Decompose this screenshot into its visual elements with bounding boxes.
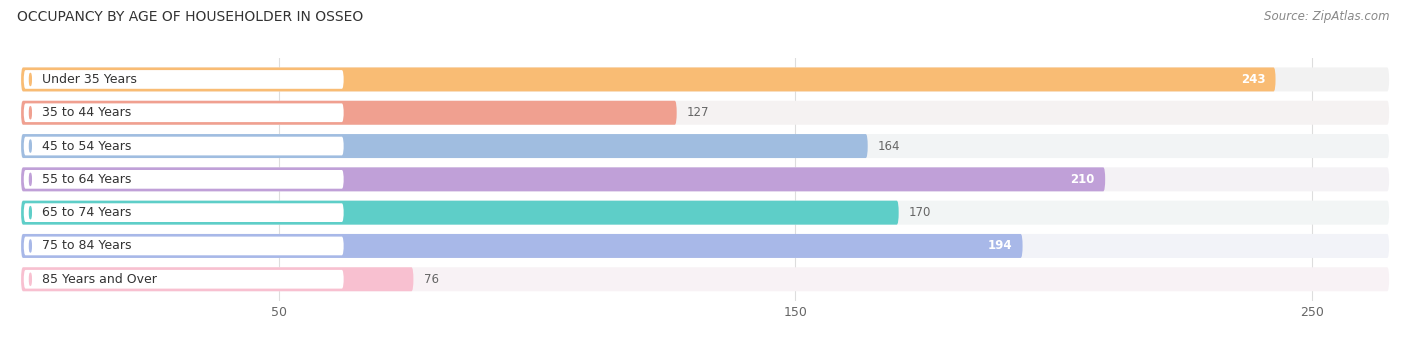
FancyBboxPatch shape: [24, 270, 343, 289]
FancyBboxPatch shape: [21, 267, 413, 291]
Text: 170: 170: [910, 206, 931, 219]
FancyBboxPatch shape: [24, 237, 343, 255]
FancyBboxPatch shape: [24, 170, 343, 189]
Text: 194: 194: [987, 239, 1012, 253]
Text: 164: 164: [879, 139, 901, 153]
Text: Source: ZipAtlas.com: Source: ZipAtlas.com: [1264, 10, 1389, 23]
FancyBboxPatch shape: [21, 167, 1389, 191]
Text: 75 to 84 Years: 75 to 84 Years: [42, 239, 131, 253]
Circle shape: [30, 273, 31, 285]
FancyBboxPatch shape: [21, 201, 898, 225]
Text: OCCUPANCY BY AGE OF HOUSEHOLDER IN OSSEO: OCCUPANCY BY AGE OF HOUSEHOLDER IN OSSEO: [17, 10, 363, 24]
FancyBboxPatch shape: [21, 101, 676, 125]
Text: 35 to 44 Years: 35 to 44 Years: [42, 106, 131, 119]
Text: Under 35 Years: Under 35 Years: [42, 73, 136, 86]
FancyBboxPatch shape: [24, 203, 343, 222]
Text: 127: 127: [688, 106, 710, 119]
Circle shape: [30, 240, 31, 252]
FancyBboxPatch shape: [21, 101, 1389, 125]
FancyBboxPatch shape: [24, 103, 343, 122]
FancyBboxPatch shape: [24, 137, 343, 155]
FancyBboxPatch shape: [21, 234, 1022, 258]
FancyBboxPatch shape: [21, 67, 1389, 91]
FancyBboxPatch shape: [21, 134, 1389, 158]
Circle shape: [30, 173, 31, 185]
Text: 76: 76: [423, 273, 439, 286]
Circle shape: [30, 207, 31, 219]
FancyBboxPatch shape: [21, 267, 1389, 291]
FancyBboxPatch shape: [24, 70, 343, 89]
Text: 210: 210: [1070, 173, 1095, 186]
Circle shape: [30, 73, 31, 85]
Text: 85 Years and Over: 85 Years and Over: [42, 273, 156, 286]
FancyBboxPatch shape: [21, 67, 1275, 91]
Text: 65 to 74 Years: 65 to 74 Years: [42, 206, 131, 219]
Text: 45 to 54 Years: 45 to 54 Years: [42, 139, 131, 153]
FancyBboxPatch shape: [21, 234, 1389, 258]
Text: 243: 243: [1240, 73, 1265, 86]
FancyBboxPatch shape: [21, 167, 1105, 191]
Circle shape: [30, 140, 31, 152]
FancyBboxPatch shape: [21, 201, 1389, 225]
Text: 55 to 64 Years: 55 to 64 Years: [42, 173, 131, 186]
FancyBboxPatch shape: [21, 134, 868, 158]
Circle shape: [30, 107, 31, 119]
